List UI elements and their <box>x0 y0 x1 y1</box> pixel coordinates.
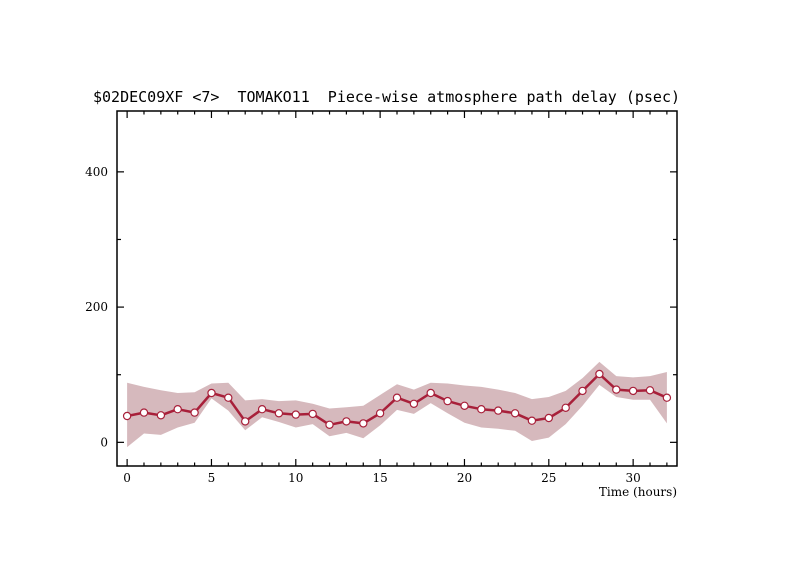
uncertainty-band <box>127 361 667 448</box>
data-point <box>645 386 655 395</box>
data-point <box>510 409 520 418</box>
data-point <box>477 405 486 414</box>
data-point <box>342 417 351 426</box>
data-point <box>257 405 267 414</box>
data-point <box>612 385 621 394</box>
data-point <box>207 388 216 398</box>
x-tick-label: 25 <box>541 471 556 485</box>
chart-title: $02DEC09XF <7> TOMAKO11 Piece-wise atmos… <box>93 88 680 106</box>
data-point <box>122 411 132 421</box>
data-point <box>527 416 537 425</box>
data-point <box>156 411 166 420</box>
data-point <box>561 403 570 412</box>
data-point <box>291 410 300 419</box>
data-point <box>628 386 638 396</box>
y-tick-label: 0 <box>100 435 108 449</box>
data-point <box>544 413 554 423</box>
y-tick-label: 400 <box>85 165 108 179</box>
data-point <box>426 388 435 398</box>
data-point <box>173 405 182 414</box>
data-point <box>578 386 587 396</box>
data-point <box>595 369 604 379</box>
data-point-layer <box>122 369 672 429</box>
data-point <box>325 420 334 429</box>
data-point <box>443 396 452 406</box>
data-point <box>240 417 250 426</box>
data-point <box>409 399 419 408</box>
x-tick-label: 20 <box>457 471 472 485</box>
data-point <box>460 401 469 410</box>
x-tick-label: 30 <box>626 471 641 485</box>
data-point <box>392 393 402 402</box>
x-tick-label: 10 <box>288 471 303 485</box>
data-point <box>359 419 368 428</box>
uncertainty-band-layer <box>127 361 667 448</box>
data-point <box>494 406 503 415</box>
data-point <box>224 393 233 402</box>
x-tick-label: 15 <box>372 471 387 485</box>
data-point <box>274 409 284 418</box>
x-tick-label: 5 <box>208 471 216 485</box>
x-axis-label: Time (hours) <box>599 485 677 499</box>
x-tick-label: 0 <box>123 471 131 485</box>
data-point <box>662 393 672 402</box>
data-point <box>139 408 149 417</box>
data-point <box>308 409 317 419</box>
axis-ticks: 0 5 10 15 20 25 30 0 200 400 <box>85 111 677 485</box>
data-point <box>375 409 385 418</box>
data-point <box>190 408 199 417</box>
y-tick-label: 200 <box>85 300 108 314</box>
